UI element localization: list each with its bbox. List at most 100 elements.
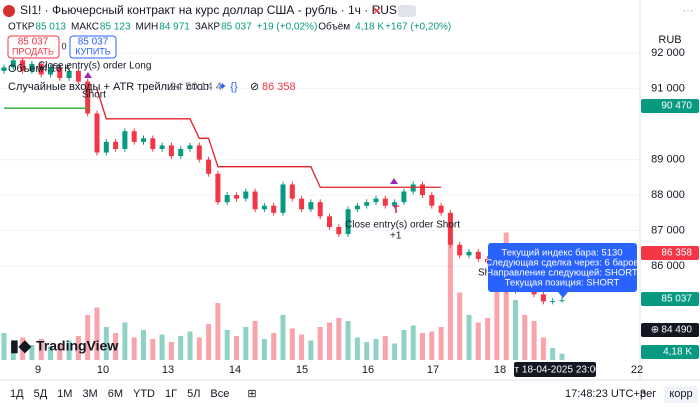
price-badge-label: 90 470 [661, 101, 692, 112]
ohlc-item: МАКС [71, 22, 99, 33]
price-badge-label: 85 037 [661, 294, 692, 305]
symbol-icon [3, 5, 15, 17]
volume-bar [159, 334, 165, 360]
time-tick-label: пт 18-04-2025 23:00 [509, 365, 601, 376]
candle-body [447, 212, 453, 245]
volume-bar [57, 343, 63, 360]
ohlc-item: МИН [136, 22, 159, 33]
buy-label: КУПИТЬ [75, 46, 110, 56]
price-badge [641, 345, 699, 359]
currency[interactable]: RUB [658, 34, 681, 46]
short-marker: T [393, 204, 400, 216]
volume-bar [66, 340, 72, 360]
annotation: Short [82, 90, 106, 101]
ohlc-item: +19 (+0,02%) [257, 22, 318, 33]
candle-body [48, 67, 53, 75]
price-badge-label: 84 490 [661, 325, 692, 336]
volume-bar [234, 336, 239, 360]
volume-legend-value: 4.18 K [42, 64, 71, 75]
collapse-button[interactable] [398, 5, 416, 17]
volume-bar [466, 315, 472, 360]
price-badge-label: 4,18 K [663, 347, 692, 358]
time-tick-label: 16 [362, 364, 374, 376]
candle-body [103, 141, 109, 153]
menu-icon[interactable]: ⋯ [683, 5, 694, 17]
range-button[interactable]: 1М [57, 388, 72, 400]
indicator-hide[interactable]: ⊘ [250, 81, 259, 93]
candle-body [234, 195, 239, 199]
ohlc-item: +167 (+0,20%) [385, 22, 451, 33]
candle-body [280, 184, 286, 213]
adjust-button[interactable]: корр [669, 388, 692, 400]
buy-button[interactable] [69, 35, 117, 59]
volume-bar [550, 348, 556, 360]
alert-icon[interactable]: ✕ [372, 4, 382, 18]
price-tick-label: 86 000 [651, 260, 685, 272]
add-alert[interactable]: ⊕ [651, 325, 659, 336]
volume-bar [20, 337, 26, 360]
volume-bar [271, 333, 277, 360]
range-button[interactable]: YTD [133, 388, 155, 400]
candle-body [429, 195, 435, 206]
indicator-icon[interactable]: ✦ {} [218, 81, 238, 93]
volume-bar [29, 345, 35, 360]
annotation: Close entry(s) order Short [345, 220, 460, 231]
ohlc-item: 85 037 [221, 22, 252, 33]
tooltip-line: Текущая позиция: SHORT [505, 278, 620, 289]
volume-bar [252, 321, 258, 360]
candle-body [382, 198, 388, 206]
volume-legend: Объем [8, 63, 43, 75]
candle-body [141, 138, 146, 142]
sell-label: ПРОДАТЬ [12, 46, 54, 56]
candle-body [113, 141, 119, 149]
logo: TradingView [36, 338, 118, 354]
volume-bar [122, 322, 128, 360]
range-button[interactable]: 3М [82, 388, 97, 400]
adjust-button-bg[interactable] [664, 386, 698, 403]
candle-body [20, 60, 26, 71]
price-badge [641, 323, 699, 337]
range-button[interactable]: Все [210, 388, 229, 400]
price-badge-label: 86 358 [661, 248, 692, 259]
candle-body [131, 131, 137, 142]
symbol-title[interactable]: SI1! · Фьючерсный контракт на курс долла… [20, 3, 397, 17]
price-badge [641, 99, 699, 113]
time-tick-label: 22 [631, 364, 643, 376]
candle-body [420, 184, 425, 196]
range-button[interactable]: 1Г [165, 388, 177, 400]
range-button[interactable]: 5Л [187, 388, 200, 400]
time-tick-label: 14 [229, 364, 241, 376]
indicator-name[interactable]: Случайные входы + ATR трейлинг стоп [8, 81, 209, 93]
volume-bar [85, 315, 91, 360]
volume-bar [522, 315, 528, 360]
candle-body [364, 202, 370, 206]
date-range-icon[interactable]: ⊞ [247, 388, 256, 400]
time-tick-label: 10 [97, 364, 109, 376]
volume-bar [531, 321, 537, 360]
volume-bar [382, 336, 388, 360]
tooltip-pointer [558, 292, 568, 298]
volume-bar [215, 303, 221, 360]
volume-bar [373, 339, 379, 360]
candle-body [243, 191, 249, 199]
range-button[interactable]: 5Д [34, 388, 48, 400]
volume-bar [513, 300, 518, 360]
candle-body [261, 205, 267, 210]
price-tick-label: 88 000 [651, 189, 685, 201]
volume-bar [141, 330, 146, 360]
candle-body [345, 209, 351, 235]
volume-bar [280, 315, 286, 360]
sell-button[interactable] [7, 35, 60, 59]
range-button[interactable]: 6М [108, 388, 123, 400]
volume-bar [243, 327, 249, 360]
session[interactable]: рег [640, 388, 656, 400]
volume-bar [364, 342, 370, 360]
trailing-stop-line [96, 89, 442, 188]
time-tick-label: 18 [494, 364, 506, 376]
time-tick-label: 13 [162, 364, 174, 376]
clock: 17:48:23 UTC+3 [565, 388, 646, 400]
range-button[interactable]: 1Д [10, 388, 24, 400]
volume-bar [299, 334, 305, 360]
